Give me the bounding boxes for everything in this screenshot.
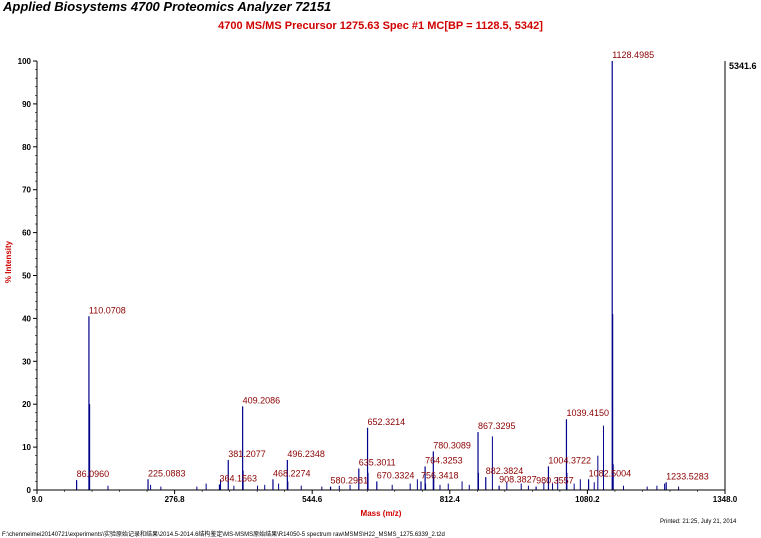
y-tick-label: 100 <box>18 57 32 66</box>
spectrum-title: 4700 MS/MS Precursor 1275.63 Spec #1 MC[… <box>218 20 543 32</box>
x-axis-title: Mass (m/z) <box>361 509 402 518</box>
peak-label: 110.0708 <box>89 305 126 315</box>
peak-label: 1128.4985 <box>612 50 654 60</box>
x-tick-label: 9.0 <box>31 495 43 504</box>
printed-timestamp: Printed: 21:25, July 21, 2014 <box>660 519 737 525</box>
peak-label: 580.2981 <box>331 476 369 486</box>
peak-label: 496.2348 <box>287 449 325 459</box>
y-tick-label: 80 <box>22 143 31 152</box>
x-tick-label: 1348.0 <box>713 495 738 504</box>
y-tick-label: 40 <box>22 314 31 323</box>
y-tick-label: 50 <box>22 272 31 281</box>
peak-label: 867.3295 <box>478 421 516 431</box>
peak-label: 908.3827 <box>499 475 537 485</box>
peak-label: 1004.3722 <box>548 455 591 465</box>
y-tick-group: 0 10 20 30 40 50 60 70 80 90 100 <box>18 57 37 495</box>
x-tick-group: 9.0 276.8 544.6 812.4 1080.2 1348.0 <box>31 490 738 504</box>
peak-label: 780.3089 <box>433 440 471 450</box>
peak-series <box>76 61 680 490</box>
y-tick-label: 70 <box>22 186 31 195</box>
peak-label: 381.2077 <box>228 449 266 459</box>
y-tick-label: 60 <box>22 229 31 238</box>
x-tick-label: 812.4 <box>440 495 461 504</box>
peak-label-group: 86.0960 110.0708 225.0883 364.1563 381.2077 4… <box>77 50 709 486</box>
x-tick-label: 276.8 <box>165 495 186 504</box>
base-peak-intensity: 5341.6 <box>729 61 757 71</box>
y-tick-label: 30 <box>22 357 31 366</box>
y-tick-label: 0 <box>27 486 32 495</box>
peak-label: 1082.5004 <box>589 468 632 478</box>
peak-label: 652.3214 <box>368 417 406 427</box>
y-tick-label: 90 <box>22 100 31 109</box>
peak-label: 980.3557 <box>536 476 574 486</box>
peak-label: 882.3824 <box>486 466 524 476</box>
peak-label: 86.0960 <box>77 469 110 479</box>
peak-label: 409.2086 <box>243 395 281 405</box>
peak-label: 1039.4150 <box>566 408 609 418</box>
peak-label: 468.2274 <box>273 468 311 478</box>
peak-label: 764.3253 <box>425 455 463 465</box>
peak-label: 670.3324 <box>377 470 415 480</box>
x-tick-label: 544.6 <box>302 495 323 504</box>
y-axis-title: % Intensity <box>4 240 13 283</box>
peak-label: 225.0883 <box>148 468 186 478</box>
peak-label: 364.1563 <box>219 473 257 483</box>
peak-label: 1233.5283 <box>666 471 709 481</box>
peak-label: 756.3418 <box>421 470 459 480</box>
y-tick-label: 10 <box>22 443 31 452</box>
y-tick-label: 20 <box>22 400 31 409</box>
x-tick-label: 1080.2 <box>575 495 600 504</box>
peak-label: 635.3011 <box>359 458 396 468</box>
app-title: Applied Biosystems 4700 Proteomics Analy… <box>3 0 332 14</box>
